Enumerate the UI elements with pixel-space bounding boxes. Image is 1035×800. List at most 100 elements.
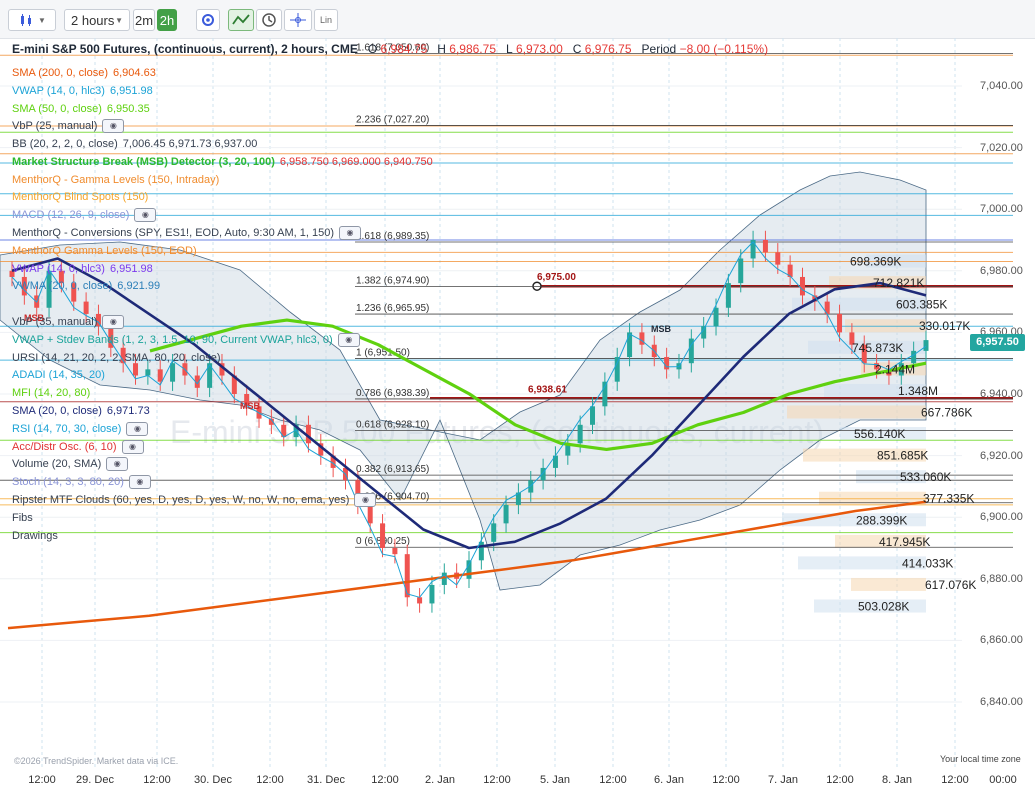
candle-body	[503, 504, 509, 524]
legend-row[interactable]: VbP (35, manual) ◉	[12, 313, 433, 331]
legend-row[interactable]: Stoch (14, 3, 3, 80, 20) ◉	[12, 473, 433, 491]
legend-indicator-name: VbP (25, manual)	[12, 120, 98, 133]
legend-row[interactable]: RSI (14, 70, 30, close) ◉	[12, 420, 433, 438]
volume-profile-label: 288.399K	[856, 513, 907, 527]
eye-icon[interactable]: ◉	[128, 475, 151, 490]
candle-body	[911, 350, 917, 364]
price-axis-tick: 7,000.00	[980, 203, 1023, 216]
msb-marker-label: MSB	[651, 324, 672, 334]
legend-indicator-value: 6,951.98	[109, 262, 153, 275]
eye-icon[interactable]: ◉	[102, 119, 125, 134]
legend-row[interactable]: SMA (50, 0, close) 6,950.35	[12, 100, 433, 118]
candle-body	[21, 276, 27, 296]
legend-row[interactable]	[12, 295, 433, 313]
legend-row[interactable]: SMA (200, 0, close) 6,904.63	[12, 64, 433, 82]
legend-row[interactable]: BB (20, 2, 2, 0, close) 7,006.45 6,971.73…	[12, 135, 433, 153]
candle-body	[491, 523, 497, 542]
timeframe-2h-button[interactable]: 2h	[157, 9, 177, 31]
fib-level-label: 1.618 (7,050.60)	[356, 42, 429, 53]
legend-row[interactable]: VWAP + Stdev Bands (1, 2, 3, 1.5, 10, 90…	[12, 331, 433, 349]
candle-body	[207, 363, 213, 388]
legend-row[interactable]: ADADI (14, 35, 20)	[12, 367, 433, 385]
volume-profile-bar	[835, 534, 926, 548]
time-axis-tick: 12:00	[599, 774, 627, 786]
candle-body	[157, 369, 163, 382]
candle-body	[71, 283, 77, 302]
chart-type-button[interactable]: ▼	[8, 9, 56, 31]
volume-profile-label: 698.369K	[850, 255, 901, 269]
fibonacci-retracement: 1.618 (7,050.60) 2.236 (7,027.20) 1.618 (6…	[355, 42, 1013, 548]
candle-body	[305, 424, 311, 444]
candle-body	[614, 357, 620, 382]
time-axis-tick: 8. Jan	[882, 774, 912, 786]
price-axis-tick: 6,940.00	[980, 388, 1023, 400]
candle-body	[750, 240, 756, 259]
eye-icon[interactable]: ◉	[121, 439, 144, 454]
candle-body	[515, 492, 521, 505]
legend-row[interactable]: URSI (14, 21, 20, 2, 2, SMA, 80, 20, clo…	[12, 349, 433, 367]
candle-body	[540, 467, 546, 481]
volume-profile-bar	[787, 405, 926, 419]
eye-icon[interactable]: ◉	[106, 457, 129, 472]
eye-icon[interactable]: ◉	[126, 421, 149, 436]
legend-row[interactable]: VWAP (14, 0, hlc3) 6,951.98	[12, 260, 433, 278]
legend-row[interactable]: Volume (20, SMA) ◉	[12, 456, 433, 474]
eye-icon[interactable]: ◉	[354, 493, 377, 508]
price-axis-tick: 7,040.00	[980, 80, 1023, 92]
candle-body	[46, 270, 52, 308]
timeframe-select[interactable]: 2 hours ▼	[64, 9, 130, 31]
linear-scale-button[interactable]: Lin	[314, 9, 338, 31]
price-axis-tick: 6,880.00	[980, 572, 1023, 585]
legend-row[interactable]: Fibs	[12, 509, 433, 527]
legend-row[interactable]: Ripster MTF Clouds (60, yes, D, yes, D, …	[12, 491, 433, 509]
legend-indicator-name: MenthorQ Gamma Levels (150, EOD)	[12, 244, 197, 257]
legend-indicator-name: SMA (20, 0, close)	[12, 405, 102, 418]
price-chart[interactable]: E-mini S&P 500 Futures, (continuous, cur…	[0, 38, 1035, 770]
indicator-button[interactable]	[228, 9, 254, 31]
time-axis-tick: 12:00	[941, 774, 969, 786]
candle-body	[639, 332, 645, 345]
legend-row[interactable]: MFI (14, 20, 80)	[12, 384, 433, 402]
candle-body	[874, 363, 880, 370]
eye-icon[interactable]: ◉	[134, 208, 157, 223]
legend-indicator-value: 6,950.35	[106, 102, 150, 115]
time-axis-tick: 5. Jan	[540, 774, 570, 786]
legend-row[interactable]: Drawings	[12, 527, 433, 545]
legend-row[interactable]: MenthorQ - Gamma Levels (150, Intraday)	[12, 171, 433, 189]
eye-icon[interactable]: ◉	[337, 332, 360, 347]
timeframe-2m-button[interactable]: 2m	[133, 9, 155, 31]
fib-level-label: 0.236 (6,904.70)	[356, 492, 429, 503]
chevron-down-icon: ▼	[115, 15, 123, 25]
settings-button[interactable]	[196, 9, 220, 31]
timezone-label[interactable]: Your local time zone	[940, 754, 1021, 764]
legend-row[interactable]: Market Structure Break (MSB) Detector (3…	[12, 153, 433, 171]
legend-row[interactable]: VWMA (20, 0, close) 6,921.99	[12, 278, 433, 296]
candle-body	[590, 406, 596, 425]
crosshair-button[interactable]	[284, 9, 312, 31]
legend-row[interactable]: MenthorQ Gamma Levels (150, EOD)	[12, 242, 433, 260]
volume-profile-label: 533.060K	[900, 470, 951, 484]
legend-row[interactable]: MenthorQ - Conversions (SPY, ES1!, EOD, …	[12, 224, 433, 242]
candle-body	[268, 418, 274, 425]
legend-row[interactable]: SMA (20, 0, close) 6,971.73	[12, 402, 433, 420]
candle-body	[725, 283, 731, 308]
legend-row[interactable]: MenthorQ Blind Spots (150)	[12, 189, 433, 207]
fib-level-label: 1.236 (6,965.95)	[356, 303, 429, 314]
replay-button[interactable]	[256, 9, 282, 31]
candle-body	[145, 369, 151, 376]
legend-row[interactable]: MACD (12, 26, 9, close) ◉	[12, 206, 433, 224]
legend-row[interactable]: Acc/Distr Osc. (6, 10) ◉	[12, 438, 433, 456]
eye-icon[interactable]: ◉	[339, 226, 362, 241]
candle-body	[367, 504, 373, 524]
candle-body	[738, 258, 744, 284]
legend-indicator-name: VWAP + Stdev Bands (1, 2, 3, 1.5, 10, 90…	[12, 333, 333, 346]
legend-row[interactable]: VWAP (14, 0, hlc3) 6,951.98	[12, 82, 433, 100]
eye-icon[interactable]: ◉	[102, 315, 125, 330]
open-value: 6,984.75	[380, 42, 428, 56]
time-axis[interactable]: 12:00 29. Dec 12:00 30. Dec 12:00 31. Dec 12:0…	[0, 770, 1035, 800]
sma50-line	[149, 318, 927, 451]
legend-indicator-name: ADADI (14, 35, 20)	[12, 369, 105, 382]
candle-body	[787, 264, 793, 277]
volume-profile-label: 414.033K	[902, 556, 953, 570]
legend-row[interactable]: VbP (25, manual) ◉	[12, 117, 433, 135]
